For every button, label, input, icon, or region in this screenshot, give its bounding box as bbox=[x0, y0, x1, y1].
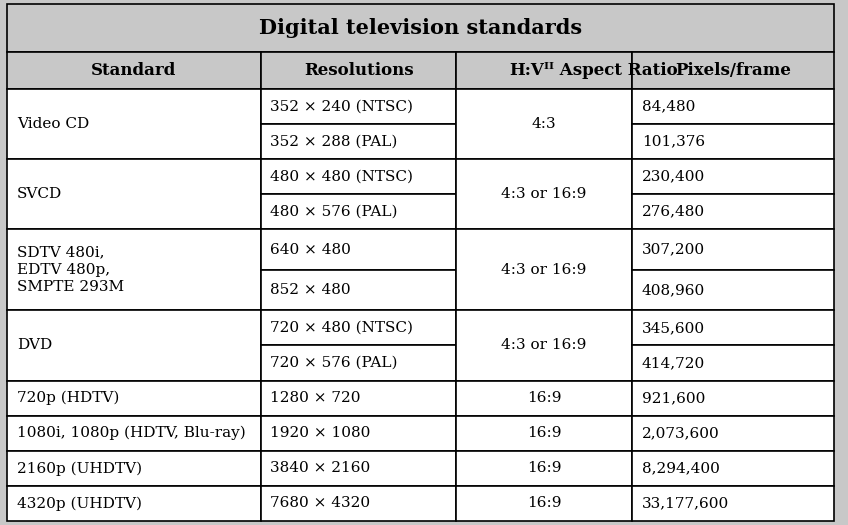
Text: 4:3 or 16:9: 4:3 or 16:9 bbox=[501, 263, 587, 277]
Text: 1920 × 1080: 1920 × 1080 bbox=[270, 426, 370, 440]
Bar bbox=[632, 416, 834, 451]
Bar bbox=[632, 124, 834, 159]
Bar bbox=[7, 416, 261, 451]
Text: 480 × 576 (PAL): 480 × 576 (PAL) bbox=[270, 205, 397, 219]
Text: 16:9: 16:9 bbox=[527, 497, 561, 510]
Text: 16:9: 16:9 bbox=[527, 391, 561, 405]
Bar bbox=[632, 381, 834, 416]
Bar bbox=[7, 310, 261, 381]
Bar bbox=[632, 89, 834, 124]
Text: 8,294,400: 8,294,400 bbox=[642, 461, 720, 475]
Bar bbox=[7, 4, 834, 52]
Bar bbox=[632, 194, 834, 229]
Bar bbox=[456, 486, 632, 521]
Bar bbox=[7, 52, 261, 89]
Bar bbox=[261, 229, 456, 270]
Bar bbox=[632, 52, 834, 89]
Bar bbox=[456, 89, 632, 159]
Text: Digital television standards: Digital television standards bbox=[259, 18, 583, 38]
Text: SDTV 480i,
EDTV 480p,
SMPTE 293M: SDTV 480i, EDTV 480p, SMPTE 293M bbox=[17, 246, 124, 294]
Text: 414,720: 414,720 bbox=[642, 356, 706, 370]
Text: Resolutions: Resolutions bbox=[304, 62, 414, 79]
Text: 7680 × 4320: 7680 × 4320 bbox=[270, 497, 370, 510]
Text: 1080i, 1080p (HDTV, Blu-ray): 1080i, 1080p (HDTV, Blu-ray) bbox=[17, 426, 246, 440]
Bar bbox=[261, 270, 456, 310]
Bar bbox=[632, 345, 834, 381]
Text: 921,600: 921,600 bbox=[642, 391, 706, 405]
Text: DVD: DVD bbox=[17, 339, 53, 352]
Bar bbox=[261, 159, 456, 194]
Bar bbox=[7, 381, 261, 416]
Text: 101,376: 101,376 bbox=[642, 134, 705, 149]
Bar bbox=[632, 451, 834, 486]
Text: 2160p (UHDTV): 2160p (UHDTV) bbox=[17, 461, 142, 476]
Bar bbox=[456, 52, 632, 89]
Bar bbox=[632, 229, 834, 270]
Text: 1280 × 720: 1280 × 720 bbox=[270, 391, 360, 405]
Text: 352 × 288 (PAL): 352 × 288 (PAL) bbox=[270, 134, 397, 149]
Bar bbox=[261, 381, 456, 416]
Bar bbox=[261, 345, 456, 381]
Bar bbox=[7, 486, 261, 521]
Text: 4:3 or 16:9: 4:3 or 16:9 bbox=[501, 187, 587, 201]
Text: ᴵᴵ Aspect Ratio: ᴵᴵ Aspect Ratio bbox=[544, 62, 678, 79]
Bar bbox=[261, 52, 456, 89]
Bar bbox=[456, 381, 632, 416]
Bar bbox=[456, 416, 632, 451]
Bar bbox=[632, 270, 834, 310]
Text: Video CD: Video CD bbox=[17, 117, 89, 131]
Bar bbox=[456, 451, 632, 486]
Text: 4320p (UHDTV): 4320p (UHDTV) bbox=[17, 496, 142, 511]
Text: H:V: H:V bbox=[510, 62, 544, 79]
Text: 352 × 240 (NTSC): 352 × 240 (NTSC) bbox=[270, 99, 413, 113]
Bar bbox=[456, 159, 632, 229]
Bar bbox=[632, 159, 834, 194]
Text: 480 × 480 (NTSC): 480 × 480 (NTSC) bbox=[270, 170, 413, 184]
Bar bbox=[261, 194, 456, 229]
Text: Pixels/frame: Pixels/frame bbox=[675, 62, 791, 79]
Text: 307,200: 307,200 bbox=[642, 243, 705, 257]
Text: 230,400: 230,400 bbox=[642, 170, 706, 184]
Text: 16:9: 16:9 bbox=[527, 426, 561, 440]
Bar bbox=[261, 310, 456, 345]
Text: 16:9: 16:9 bbox=[527, 461, 561, 475]
Bar bbox=[632, 310, 834, 345]
Bar bbox=[456, 229, 632, 310]
Text: 720 × 480 (NTSC): 720 × 480 (NTSC) bbox=[270, 321, 413, 335]
Text: 345,600: 345,600 bbox=[642, 321, 705, 335]
Text: Standard: Standard bbox=[92, 62, 176, 79]
Bar bbox=[261, 451, 456, 486]
Text: 33,177,600: 33,177,600 bbox=[642, 497, 729, 510]
Text: 408,960: 408,960 bbox=[642, 283, 706, 297]
Bar bbox=[261, 416, 456, 451]
Bar bbox=[7, 89, 261, 159]
Bar bbox=[7, 451, 261, 486]
Text: 2,073,600: 2,073,600 bbox=[642, 426, 720, 440]
Text: 720p (HDTV): 720p (HDTV) bbox=[17, 391, 120, 405]
Text: 276,480: 276,480 bbox=[642, 205, 705, 219]
Text: 852 × 480: 852 × 480 bbox=[270, 283, 350, 297]
Text: 4:3: 4:3 bbox=[532, 117, 556, 131]
Text: 720 × 576 (PAL): 720 × 576 (PAL) bbox=[270, 356, 397, 370]
Bar bbox=[261, 89, 456, 124]
Bar bbox=[456, 310, 632, 381]
Bar bbox=[261, 124, 456, 159]
Text: 3840 × 2160: 3840 × 2160 bbox=[270, 461, 370, 475]
Text: 640 × 480: 640 × 480 bbox=[270, 243, 350, 257]
Text: 4:3 or 16:9: 4:3 or 16:9 bbox=[501, 339, 587, 352]
Text: 84,480: 84,480 bbox=[642, 99, 695, 113]
Bar bbox=[7, 159, 261, 229]
Bar bbox=[7, 229, 261, 310]
Bar bbox=[632, 486, 834, 521]
Bar bbox=[261, 486, 456, 521]
Text: SVCD: SVCD bbox=[17, 187, 62, 201]
